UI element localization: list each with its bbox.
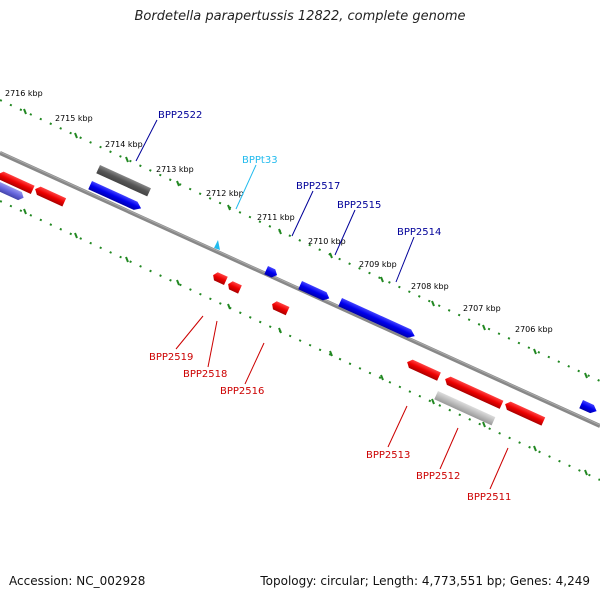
forward-ruler xyxy=(0,99,600,382)
label-bpp2517[interactable]: BPP2517 xyxy=(296,181,340,192)
kbp-label: 2707 kbp xyxy=(463,304,501,313)
kbp-label: 2715 kbp xyxy=(55,114,93,123)
gene-bpp2518[interactable] xyxy=(226,280,242,294)
accession-text: Accession: NC_002928 xyxy=(9,574,146,588)
gene-faded-forward[interactable] xyxy=(0,182,25,202)
kbp-label: 2710 kbp xyxy=(308,237,346,246)
kbp-label: 2713 kbp xyxy=(156,165,194,174)
reverse-ruler-ticks xyxy=(23,208,588,476)
label-bpp2514[interactable]: BPP2514 xyxy=(397,227,441,238)
page-title: Bordetella parapertussis 12822, complete… xyxy=(134,9,466,24)
forward-leader-lines xyxy=(135,119,415,283)
gene-bpp2522-pseudo[interactable] xyxy=(96,165,151,197)
gene-reverse-edge-b[interactable] xyxy=(33,185,67,207)
reverse-genes xyxy=(0,170,546,426)
reverse-leader-lines xyxy=(175,315,509,490)
forward-gene-labels: BPP2522 BPPt33 BPP2517 BPP2515 BPP2514 xyxy=(158,110,441,238)
gene-bpp2512-pseudo[interactable] xyxy=(434,391,496,426)
gene-bpp2517[interactable] xyxy=(264,266,279,279)
gene-reverse-large[interactable] xyxy=(443,375,504,409)
kbp-labels: 2716 kbp 2715 kbp 2714 kbp 2713 kbp 2712… xyxy=(5,89,553,334)
reverse-gene-labels: BPP2519 BPP2518 BPP2516 BPP2513 BPP2512 … xyxy=(149,352,511,503)
kbp-label: 2709 kbp xyxy=(359,260,397,269)
gene-bpp2513[interactable] xyxy=(405,358,441,381)
kbp-label: 2711 kbp xyxy=(257,213,295,222)
gene-bpp2516[interactable] xyxy=(270,300,290,316)
label-bpp2519[interactable]: BPP2519 xyxy=(149,352,193,363)
label-bpp2522[interactable]: BPP2522 xyxy=(158,110,202,121)
gene-bpp2515[interactable] xyxy=(298,281,331,302)
label-bpp2512[interactable]: BPP2512 xyxy=(416,471,460,482)
gene-reverse-edge-a[interactable] xyxy=(0,170,35,194)
genome-summary-text: Topology: circular; Length: 4,773,551 bp… xyxy=(260,574,590,588)
kbp-label: 2716 kbp xyxy=(5,89,43,98)
kbp-label: 2712 kbp xyxy=(206,189,244,198)
kbp-label: 2706 kbp xyxy=(515,325,553,334)
kbp-label: 2708 kbp xyxy=(411,282,449,291)
label-bpp2511[interactable]: BPP2511 xyxy=(467,492,511,503)
kbp-label: 2714 kbp xyxy=(105,140,143,149)
label-bpp2515[interactable]: BPP2515 xyxy=(337,200,381,211)
label-bpp2513[interactable]: BPP2513 xyxy=(366,450,410,461)
gene-forward-block[interactable] xyxy=(88,181,143,212)
reverse-ruler xyxy=(0,200,600,481)
label-bppt33[interactable]: BPPt33 xyxy=(242,155,278,166)
gene-bpp2514[interactable] xyxy=(338,298,416,340)
forward-ruler-ticks xyxy=(23,108,588,379)
label-bpp2516[interactable]: BPP2516 xyxy=(220,386,264,397)
gene-bppt33-trna[interactable] xyxy=(214,240,220,250)
gene-bpp2519[interactable] xyxy=(211,271,228,285)
label-bpp2518[interactable]: BPP2518 xyxy=(183,369,227,380)
gene-bpp2511[interactable] xyxy=(503,400,546,426)
gene-forward-edge[interactable] xyxy=(579,400,598,415)
forward-genes xyxy=(0,165,598,415)
